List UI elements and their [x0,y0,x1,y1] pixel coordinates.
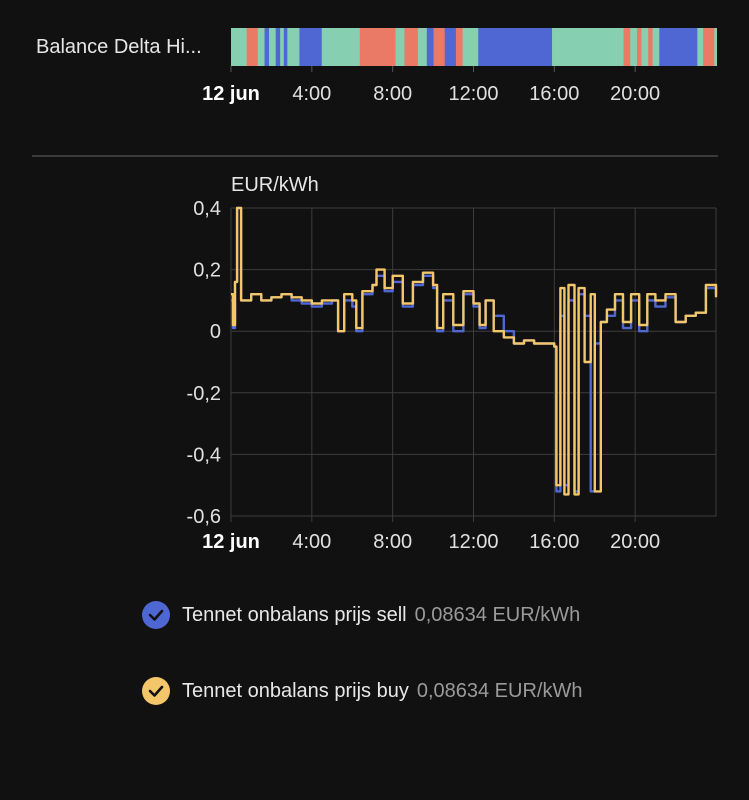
series-line-buy[interactable] [231,206,718,496]
timeline-segment[interactable] [264,28,270,66]
timeline-segment[interactable] [339,28,361,66]
y-tick-label: 0 [210,321,221,343]
timeline-segment[interactable] [623,28,631,66]
timeline-segment[interactable] [444,28,457,66]
x-tick-label: 20:00 [610,531,660,553]
x-tick-label: 12:00 [448,531,498,553]
y-tick-label: -0,6 [187,506,221,528]
timeline-segment[interactable] [648,28,654,66]
timeline-segment[interactable] [287,28,300,66]
timeline-segment[interactable] [697,28,704,66]
legend-item-sell[interactable]: Tennet onbalans prijs sell 0,08634 EUR/k… [142,601,580,629]
timeline-segment[interactable] [462,28,479,66]
divider [32,155,718,157]
timeline-segment[interactable] [275,28,281,66]
timeline-segment[interactable] [246,28,259,66]
timeline-segment[interactable] [652,28,660,66]
legend-value: 0,08634 EUR/kWh [414,603,581,626]
y-tick-label: -0,2 [187,383,221,405]
legend-item-buy[interactable]: Tennet onbalans prijs buy 0,08634 EUR/kW… [142,677,582,705]
y-axis-unit: EUR/kWh [231,174,319,196]
timeline-tick-label: 16:00 [529,83,579,105]
legend-value: 0,08634 EUR/kWh [416,679,583,702]
timeline-segment[interactable] [433,28,446,66]
timeline-segment[interactable] [404,28,419,66]
timeline-segment[interactable] [455,28,464,66]
x-tick-label: 4:00 [292,531,331,553]
timeline-segment[interactable] [714,28,717,66]
timeline-label: Balance Delta Hi... [36,36,202,58]
timeline-segment[interactable] [630,28,638,66]
timeline-axis: 12 jun 4:00 8:00 12:00 16:00 20:00 [202,66,660,105]
line-chart[interactable]: EUR/kWh 0,4 0,2 0 -0,2 -0,4 -0,6 12 jun 4:00 8:00… [0,160,749,570]
timeline-segment[interactable] [703,28,715,66]
x-tick-label: 8:00 [373,531,412,553]
timeline-segment[interactable] [426,28,435,66]
legend-name: Tennet onbalans prijs sell [182,603,407,626]
timeline-segment[interactable] [280,28,285,66]
timeline-tick-label: 20:00 [610,83,660,105]
y-tick-label: 0,2 [193,260,221,282]
timeline-segment[interactable] [478,28,553,66]
timeline-segment[interactable] [283,28,288,66]
timeline-segment[interactable] [659,28,698,66]
timeline-segment[interactable] [269,28,277,66]
timeline-segment[interactable] [417,28,428,66]
timeline-tick-label: 12 jun [202,83,260,105]
y-tick-label: -0,4 [187,444,221,466]
timeline-segment[interactable] [257,28,266,66]
timeline-segment[interactable] [552,28,625,66]
timeline-segment[interactable] [641,28,649,66]
legend-name: Tennet onbalans prijs buy [182,679,409,702]
timeline-segment[interactable] [321,28,341,66]
timeline-tick-label: 12:00 [448,83,498,105]
timeline-segment[interactable] [395,28,405,66]
timeline-segment[interactable] [299,28,323,66]
timeline-segment[interactable] [636,28,642,66]
checkmark-icon[interactable] [142,601,170,629]
timeline-tick-label: 4:00 [292,83,331,105]
x-tick-label: 16:00 [529,531,579,553]
x-tick-label: 12 jun [202,531,260,553]
timeline-tick-label: 8:00 [373,83,412,105]
y-tick-label: 0,4 [193,198,221,220]
checkmark-icon[interactable] [142,677,170,705]
timeline-bar[interactable] [231,28,717,66]
timeline-segment[interactable] [359,28,397,66]
timeline-segment[interactable] [231,28,248,66]
